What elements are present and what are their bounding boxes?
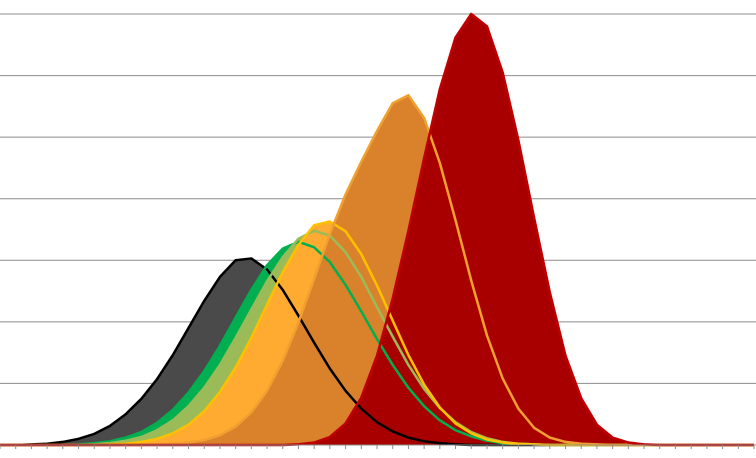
x-axis bbox=[0, 444, 756, 449]
area-series-group bbox=[0, 13, 755, 446]
